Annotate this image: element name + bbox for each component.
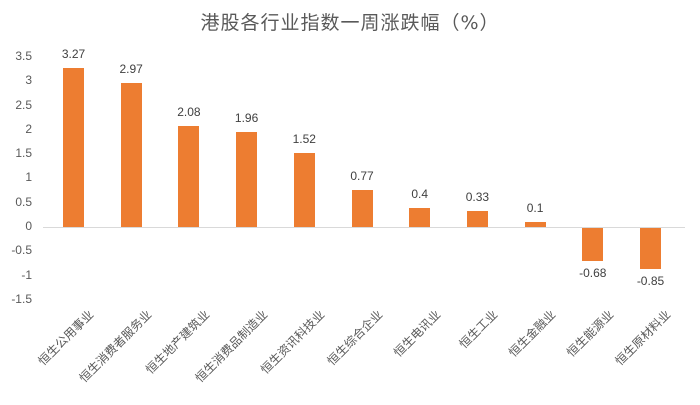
bar — [640, 228, 661, 270]
y-tick-label: 3.5 — [15, 48, 32, 63]
bar — [351, 189, 373, 227]
y-tick-label: 1.5 — [15, 146, 32, 161]
x-category-label: 恒生综合企业 — [324, 307, 386, 369]
y-tick-label: 0 — [25, 219, 32, 233]
data-label: -0.68 — [579, 266, 607, 281]
data-label: 1.96 — [234, 110, 259, 125]
data-label: 0.33 — [465, 189, 490, 204]
y-tick-label: -1 — [21, 267, 32, 282]
x-category-label: 恒生金融业 — [506, 307, 559, 360]
y-tick-label: 0.5 — [15, 194, 32, 209]
x-category-label: 恒生能源业 — [563, 307, 617, 360]
bar — [63, 68, 84, 227]
y-tick-label: 2 — [25, 121, 32, 136]
x-category-label: 恒生原材料业 — [612, 307, 674, 369]
y-tick-label: 3 — [25, 73, 32, 88]
data-label: 0.77 — [350, 168, 374, 183]
bar — [582, 228, 604, 262]
y-tick-label: -0.5 — [11, 243, 32, 258]
zero-axis-line — [43, 227, 685, 228]
bar — [178, 125, 200, 227]
data-label: 1.52 — [292, 132, 316, 147]
bar — [120, 82, 142, 227]
bar — [293, 153, 315, 227]
data-label: 2.97 — [119, 61, 143, 76]
bar — [409, 207, 431, 227]
data-label: -0.85 — [636, 274, 665, 289]
data-label: 0.1 — [526, 201, 544, 216]
y-tick-label: 1 — [25, 170, 32, 185]
y-tick-label: -1.5 — [11, 291, 32, 306]
bar — [524, 222, 546, 227]
data-label: 0.4 — [411, 186, 429, 201]
bar — [466, 210, 488, 227]
x-category-label: 恒生电讯业 — [390, 307, 444, 360]
data-label: 2.08 — [177, 104, 201, 119]
chart-title: 港股各行业指数一周涨跌幅（%） — [200, 12, 500, 34]
x-category-label: 恒生工业 — [456, 307, 501, 352]
data-label: 3.27 — [61, 47, 86, 62]
y-tick-label: 2.5 — [15, 97, 32, 112]
bar — [236, 131, 258, 227]
